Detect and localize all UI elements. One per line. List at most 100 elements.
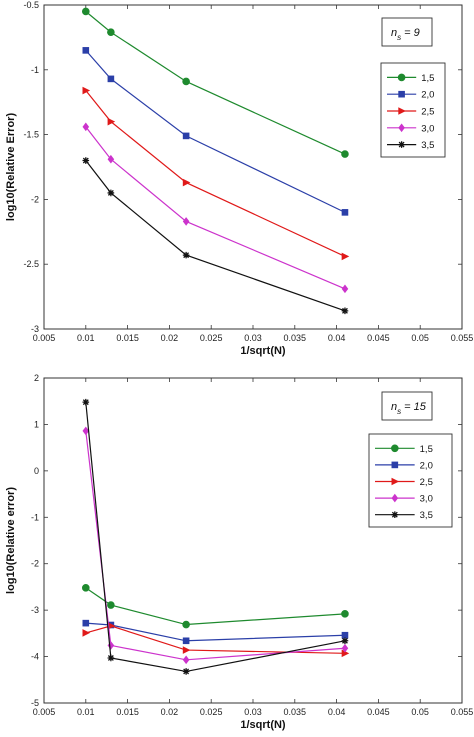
x-tick-label: 0.055 bbox=[451, 707, 474, 717]
data-point bbox=[107, 189, 115, 197]
x-tick-label: 0.015 bbox=[116, 707, 139, 717]
series-line bbox=[85, 402, 346, 673]
legend-entry: 3,5 bbox=[375, 510, 433, 521]
series-3-5 bbox=[82, 157, 349, 315]
series-line bbox=[85, 622, 345, 642]
data-point bbox=[341, 209, 349, 216]
legend-entry: 1,5 bbox=[387, 73, 434, 84]
y-tick-label: 2 bbox=[34, 373, 39, 383]
data-point bbox=[182, 77, 190, 86]
series-line bbox=[85, 430, 346, 661]
series-1-5 bbox=[82, 7, 349, 158]
legend: 1,5 2,0 2,5 3,0 3,5 bbox=[368, 433, 453, 528]
annotation-frame bbox=[381, 391, 433, 421]
legend-label: 3,0 bbox=[421, 123, 434, 134]
legend-entry: 1,5 bbox=[375, 444, 433, 455]
x-tick-label: 0.045 bbox=[367, 333, 390, 343]
x-tick-label: 0.025 bbox=[200, 333, 223, 343]
series-3-5 bbox=[82, 398, 349, 675]
x-axis: 0.005 0.01 0.015 0.02 0.025 0.03 0.035 0.04 0.04… bbox=[33, 5, 473, 343]
legend-marker bbox=[391, 477, 400, 486]
data-point bbox=[341, 631, 349, 639]
y-tick-label: -4 bbox=[31, 652, 39, 662]
legend-frame bbox=[368, 433, 453, 528]
series-1-5 bbox=[82, 584, 349, 629]
x-tick-label: 0.005 bbox=[33, 333, 56, 343]
annotation-base: n bbox=[391, 27, 397, 39]
annotation-frame bbox=[381, 17, 433, 47]
legend-entry: 2,0 bbox=[387, 90, 434, 101]
x-tick-label: 0.04 bbox=[328, 333, 346, 343]
data-point bbox=[341, 307, 349, 315]
legend-label: 3,5 bbox=[421, 140, 434, 151]
legend-frame bbox=[380, 62, 446, 158]
legend-entry: 2,0 bbox=[375, 460, 433, 471]
x-tick-label: 0.02 bbox=[161, 707, 179, 717]
x-axis-label: 1/sqrt(N) bbox=[240, 345, 286, 357]
series-line bbox=[85, 160, 346, 312]
x-tick-label: 0.03 bbox=[244, 707, 262, 717]
legend-label: 3,5 bbox=[420, 510, 433, 521]
legend-marker bbox=[398, 107, 406, 115]
y-tick-label: -1.5 bbox=[23, 130, 39, 140]
x-axis-label: 1/sqrt(N) bbox=[240, 719, 286, 731]
annotation-sub: s bbox=[397, 33, 401, 42]
data-point bbox=[107, 154, 115, 164]
data-point bbox=[82, 629, 91, 637]
data-point bbox=[182, 668, 190, 675]
legend-label: 1,5 bbox=[420, 444, 433, 455]
annotation-sub: s bbox=[397, 407, 401, 416]
x-tick-label: 0.005 bbox=[33, 707, 56, 717]
data-point bbox=[182, 132, 190, 140]
x-tick-label: 0.01 bbox=[77, 707, 95, 717]
legend-label: 3,0 bbox=[420, 494, 433, 505]
legend-entry: 2,5 bbox=[375, 477, 433, 488]
data-point bbox=[182, 217, 190, 226]
y-tick-label: -3 bbox=[31, 605, 39, 615]
x-tick-label: 0.03 bbox=[244, 333, 262, 343]
data-point bbox=[82, 157, 90, 164]
y-axis-label: log10(Relative Error) bbox=[5, 113, 17, 222]
y-axis: -0.5 -1 -1.5 -2 -2.5 -3 bbox=[23, 0, 462, 334]
legend: 1,5 2,0 2,5 3,0 3,5 bbox=[380, 62, 446, 158]
data-point bbox=[341, 252, 350, 261]
legend-marker bbox=[391, 493, 399, 503]
legend-marker bbox=[398, 90, 405, 98]
x-tick-label: 0.04 bbox=[328, 707, 346, 717]
legend-entry: 3,0 bbox=[387, 123, 434, 134]
y-axis: 2 1 0 -1 -2 -3 -4 -5 bbox=[31, 373, 462, 708]
x-tick-label: 0.015 bbox=[116, 333, 139, 343]
data-point bbox=[107, 601, 115, 609]
legend-label: 2,5 bbox=[420, 477, 433, 488]
data-point bbox=[82, 619, 90, 627]
data-point bbox=[82, 47, 90, 54]
series-line bbox=[85, 49, 346, 213]
data-point bbox=[107, 622, 116, 630]
legend-entry: 2,5 bbox=[387, 107, 434, 118]
series-line bbox=[85, 587, 346, 626]
y-axis-label: log10(Relative error) bbox=[5, 487, 17, 594]
y-tick-label: -3 bbox=[31, 324, 39, 334]
x-tick-label: 0.05 bbox=[411, 333, 429, 343]
legend-label: 1,5 bbox=[421, 73, 434, 84]
annotation-box: ns = 15 bbox=[381, 391, 433, 421]
y-tick-label: -0.5 bbox=[23, 0, 39, 10]
legend-entry: 3,0 bbox=[375, 494, 433, 505]
legend-marker bbox=[391, 444, 399, 453]
legend-entry: 3,5 bbox=[387, 140, 434, 151]
legend-marker bbox=[398, 123, 405, 133]
annotation-rest: = 9 bbox=[401, 27, 420, 39]
data-point bbox=[341, 150, 349, 158]
data-point bbox=[82, 122, 90, 132]
y-tick-label: -1 bbox=[31, 65, 39, 75]
data-point bbox=[107, 75, 115, 83]
annotation-base: n bbox=[391, 401, 397, 413]
data-point bbox=[341, 610, 349, 618]
series-2-0 bbox=[82, 47, 349, 216]
legend-marker bbox=[398, 141, 405, 148]
data-point bbox=[107, 117, 116, 126]
data-point bbox=[182, 646, 191, 654]
series-2-5 bbox=[82, 622, 350, 658]
legend-marker bbox=[397, 73, 406, 82]
